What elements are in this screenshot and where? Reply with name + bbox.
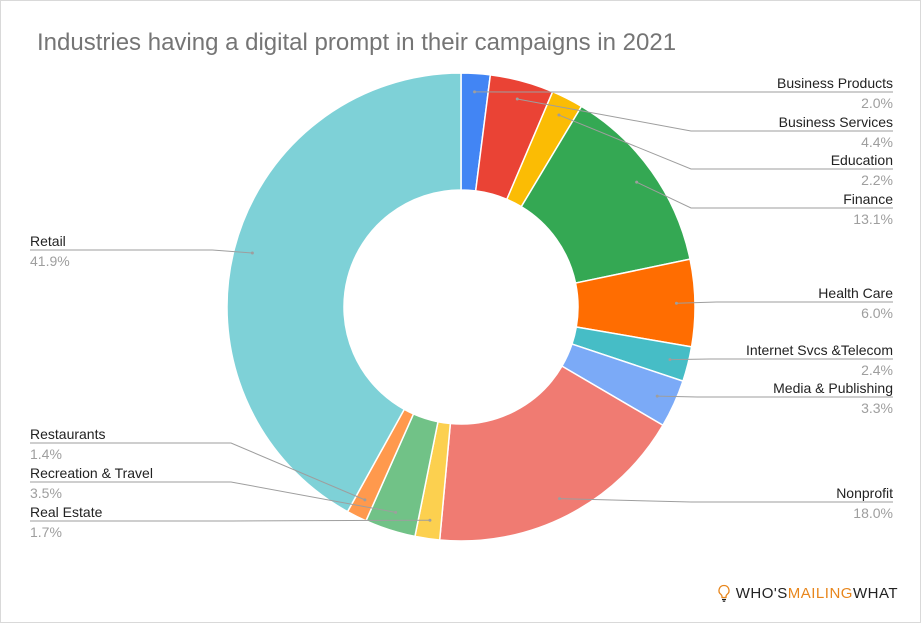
leader-line-finance bbox=[636, 181, 893, 209]
value-label-education: 2.2% bbox=[861, 172, 893, 188]
label-education: Education bbox=[831, 152, 893, 168]
value-label-restaurants: 1.4% bbox=[30, 446, 62, 462]
value-label-real-estate: 1.7% bbox=[30, 524, 62, 540]
leader-dot-nonprofit bbox=[558, 497, 562, 501]
value-label-finance: 13.1% bbox=[853, 211, 893, 227]
leader-line-restaurants bbox=[30, 442, 366, 501]
value-label-health-care: 6.0% bbox=[861, 305, 893, 321]
label-real-estate: Real Estate bbox=[30, 504, 103, 520]
leader-line-health-care bbox=[676, 301, 893, 304]
label-restaurants: Restaurants bbox=[30, 426, 105, 442]
leader-line-recreation-travel bbox=[30, 481, 396, 513]
label-business-products: Business Products bbox=[777, 75, 893, 91]
slice-finance bbox=[520, 105, 691, 284]
value-label-internet-svcs-telecom: 2.4% bbox=[861, 362, 893, 378]
leader-dot-internet-svcs-telecom bbox=[668, 358, 672, 362]
chart-title: Industries having a digital prompt in th… bbox=[37, 29, 677, 56]
value-label-recreation-travel: 3.5% bbox=[30, 485, 62, 501]
leader-dot-restaurants bbox=[363, 498, 367, 502]
label-business-services: Business Services bbox=[779, 114, 893, 130]
label-health-care: Health Care bbox=[818, 285, 893, 301]
slice-retail bbox=[226, 72, 462, 513]
brand-text-1: WHO'S bbox=[735, 584, 788, 602]
label-nonprofit: Nonprofit bbox=[836, 485, 893, 501]
value-label-media-publishing: 3.3% bbox=[861, 400, 893, 416]
value-label-business-services: 4.4% bbox=[861, 134, 893, 150]
leader-line-education bbox=[558, 114, 893, 170]
brand-text-3: WHAT bbox=[852, 584, 898, 602]
label-recreation-travel: Recreation & Travel bbox=[30, 465, 153, 481]
leader-dot-real-estate bbox=[428, 518, 432, 522]
slice-nonprofit bbox=[438, 365, 664, 542]
leader-line-retail bbox=[30, 249, 253, 254]
value-label-business-products: 2.0% bbox=[861, 95, 893, 111]
leader-line-nonprofit bbox=[559, 498, 893, 503]
leader-dot-business-products bbox=[473, 90, 477, 94]
leader-line-internet-svcs-telecom bbox=[669, 358, 893, 361]
value-label-retail: 41.9% bbox=[30, 253, 70, 269]
label-retail: Retail bbox=[30, 233, 66, 249]
label-finance: Finance bbox=[843, 191, 893, 207]
leader-line-real-estate bbox=[30, 519, 430, 522]
leader-dot-retail bbox=[250, 251, 254, 255]
leader-dot-recreation-travel bbox=[394, 510, 398, 514]
brand-text-2: MAILING bbox=[787, 584, 853, 602]
leader-dot-education bbox=[557, 113, 561, 117]
leader-dot-business-services bbox=[515, 97, 519, 101]
label-internet-svcs-telecom: Internet Svcs &Telecom bbox=[746, 342, 893, 358]
leader-dot-finance bbox=[635, 180, 639, 184]
label-media-publishing: Media & Publishing bbox=[773, 380, 893, 396]
brand-logo: WHO'S MAILING WHAT bbox=[716, 584, 898, 602]
lightbulb-icon bbox=[718, 584, 730, 602]
value-label-nonprofit: 18.0% bbox=[853, 505, 893, 521]
leader-line-media-publishing bbox=[657, 395, 893, 398]
leader-dot-health-care bbox=[674, 301, 678, 305]
leader-line-business-services bbox=[517, 98, 893, 132]
leader-dot-media-publishing bbox=[655, 394, 659, 398]
